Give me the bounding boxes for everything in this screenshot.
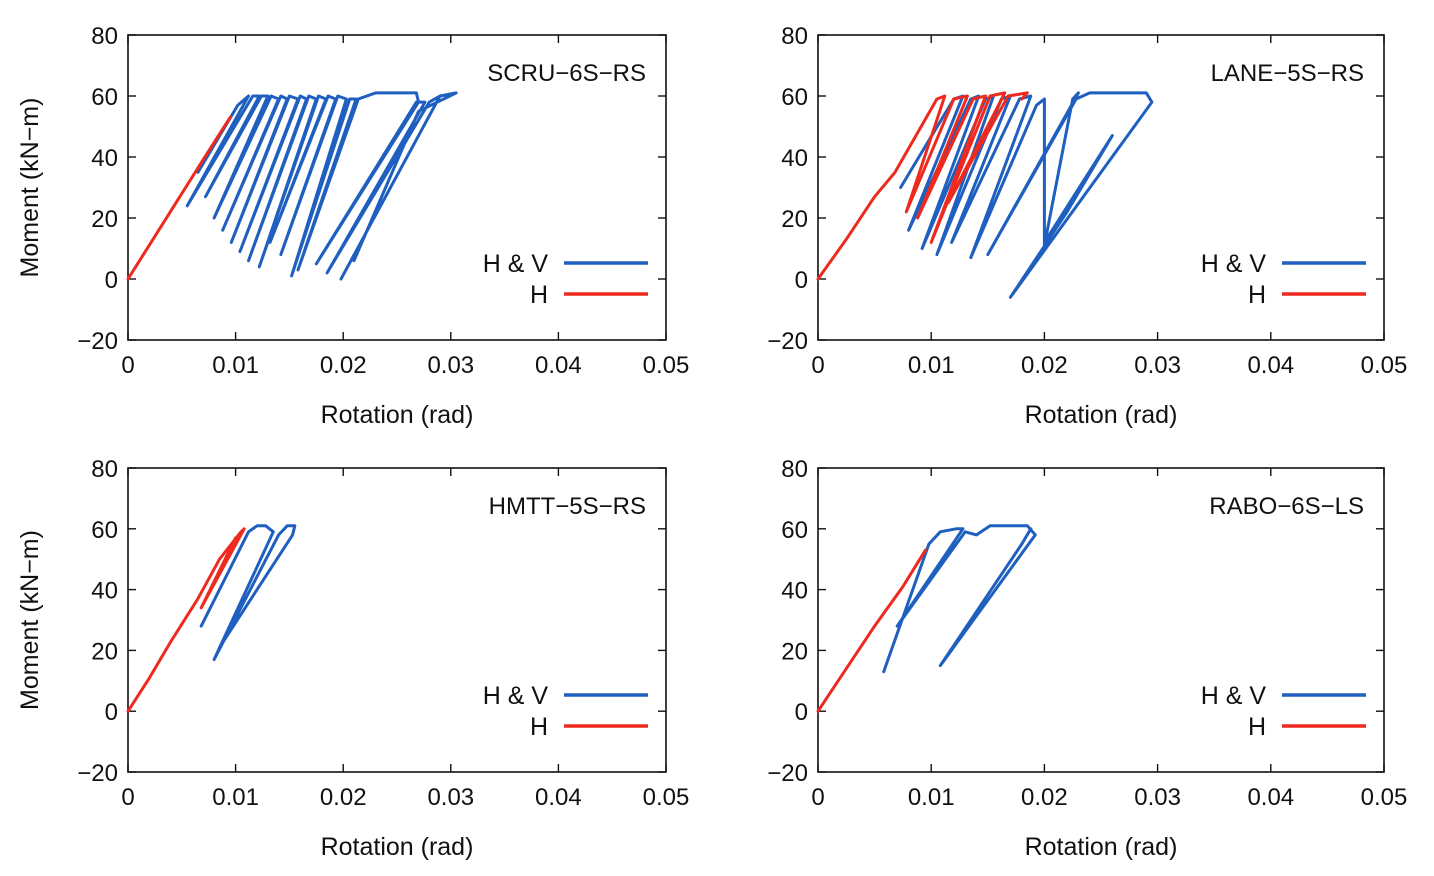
y-tick-label: 60 [91,84,118,111]
x-tick-label: 0.05 [643,784,690,811]
y-tick-label: 60 [781,517,808,544]
chart-panel-3: 0 0.01 0.02 0.03 0.04 0.05−20020406080Rotatio… [16,456,689,861]
x-tick-label: 0.04 [535,352,582,379]
y-tick-label: 0 [105,267,118,294]
x-axis-title: Rotation (rad) [321,833,474,861]
x-tick-label: 0.03 [427,784,474,811]
series-line-h [126,527,246,713]
plot-frame [127,34,667,341]
panel-title: RABO−6S−LS [1209,493,1364,520]
y-tick-label: 20 [781,638,808,665]
y-tick-label: 80 [91,456,118,483]
x-tick-label: 0.02 [320,784,367,811]
y-tick-label: 0 [795,699,808,726]
y-tick-label: 40 [781,145,808,172]
y-tick-label: 40 [91,145,118,172]
legend-label: H [530,713,548,741]
series-line-h [816,548,927,713]
y-tick-label: 40 [781,578,808,605]
y-tick-label: 20 [91,638,118,665]
x-tick-label: 0.04 [1247,352,1294,379]
y-axis-title: Moment (kN−m) [16,98,44,278]
series-line-h-and-v [199,524,297,661]
legend-label: H [1248,713,1266,741]
y-tick-label: −20 [767,760,808,787]
x-tick-label: 0 [121,352,134,379]
x-tick-label: 0.04 [1247,784,1294,811]
y-tick-label: 20 [781,206,808,233]
panel-title: HMTT−5S−RS [489,493,646,520]
legend-label: H [530,281,548,309]
y-tick-label: 80 [91,23,118,50]
x-tick-label: 0.03 [1134,352,1181,379]
x-tick-label: 0 [811,784,824,811]
x-tick-label: 0.02 [320,352,367,379]
x-tick-label: 0.01 [212,352,259,379]
x-tick-label: 0.04 [535,784,582,811]
series-line-h [126,115,232,281]
plot-frame [817,34,1385,341]
y-tick-label: −20 [77,328,118,355]
x-tick-label: 0.01 [908,784,955,811]
y-tick-label: 80 [781,23,808,50]
y-tick-label: 40 [91,578,118,605]
x-tick-label: 0.05 [1361,352,1408,379]
x-tick-label: 0.01 [908,352,955,379]
panel-title: SCRU−6S−RS [487,60,646,87]
plot-frame [817,467,1385,773]
x-tick-label: 0.03 [1134,784,1181,811]
chart-panel-4: 0 0.01 0.02 0.03 0.04 0.05−20020406080Rotatio… [767,456,1407,861]
x-tick-label: 0.03 [427,352,474,379]
series-line-h-and-v [185,91,458,281]
panel-title: LANE−5S−RS [1211,60,1364,87]
legend-label: H [1248,281,1266,309]
series-line-h-and-v [882,524,1037,674]
x-tick-label: 0.02 [1021,352,1068,379]
y-tick-label: 0 [105,699,118,726]
y-tick-label: −20 [767,328,808,355]
legend-label: H & V [483,250,549,278]
legend-label: H & V [1201,682,1267,710]
y-axis-title: Moment (kN−m) [16,530,44,710]
y-tick-label: 60 [781,84,808,111]
x-tick-label: 0.01 [212,784,259,811]
x-tick-label: 0 [121,784,134,811]
legend-label: H & V [483,682,549,710]
x-tick-label: 0 [811,352,824,379]
series-line-h [816,91,1029,281]
chart-panel-2: 0 0.01 0.02 0.03 0.04 0.05−20020406080Rotatio… [767,23,1407,429]
x-axis-title: Rotation (rad) [1025,401,1178,429]
y-tick-label: 20 [91,206,118,233]
x-tick-label: 0.05 [643,352,690,379]
series-line-h-and-v [899,91,1154,299]
y-tick-label: 0 [795,267,808,294]
x-tick-label: 0.02 [1021,784,1068,811]
x-tick-label: 0.05 [1361,784,1408,811]
chart-panel-1: 0 0.01 0.02 0.03 0.04 0.05−20020406080Rotatio… [16,23,689,429]
y-tick-label: 60 [91,517,118,544]
x-axis-title: Rotation (rad) [321,401,474,429]
y-tick-label: 80 [781,456,808,483]
legend-label: H & V [1201,250,1267,278]
x-axis-title: Rotation (rad) [1025,833,1178,861]
y-tick-label: −20 [77,760,118,787]
plot-frame [127,467,667,773]
